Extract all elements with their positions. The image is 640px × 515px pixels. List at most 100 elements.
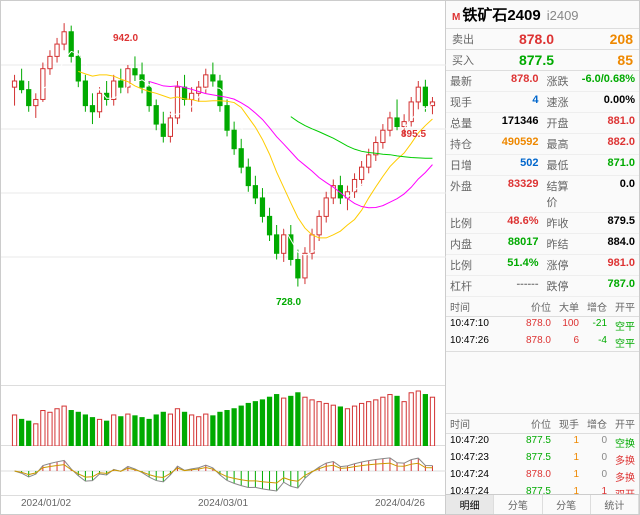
tape-chg: -4: [579, 335, 607, 350]
quote-value: 502: [478, 155, 543, 176]
quote-label: 最新: [446, 71, 478, 92]
instrument-name: 铁矿石2409: [462, 4, 540, 25]
quote-value: 4: [478, 92, 543, 113]
quote-label: 最低: [543, 155, 575, 176]
low-price-label: 728.0: [276, 297, 301, 308]
quote-value: -6.0/0.68%: [575, 71, 640, 92]
tape-qty: 6: [551, 335, 579, 350]
tape-chg: -21: [579, 318, 607, 333]
tape-oc: 多换: [607, 469, 635, 484]
bottom-tabs: 明细分笔分笔统计: [446, 494, 639, 514]
quote-label: 日增: [446, 155, 478, 176]
tape-row[interactable]: 10:47:23 877.5 1 0 多换: [446, 451, 639, 468]
high-price-label: 942.0: [113, 33, 138, 44]
quote-label: 总量: [446, 113, 478, 134]
ask-row[interactable]: 卖出 878.0 208: [446, 29, 639, 50]
tape-row[interactable]: 10:47:10 878.0 100 -21 空平: [446, 317, 639, 334]
quote-value: 884.0: [575, 234, 640, 255]
quote-label: 跌停: [543, 276, 575, 297]
tape-oc: 空平: [607, 318, 635, 333]
tape-time: 10:47:24: [450, 469, 517, 484]
quote-value: 51.4%: [478, 255, 543, 276]
tape-price: 878.0: [517, 335, 551, 350]
tape2-hdr-now: 现手: [551, 416, 579, 431]
quote-value: 0.00%: [575, 92, 640, 113]
quote-value: 787.0: [575, 276, 640, 297]
bid-row[interactable]: 买入 877.5 85: [446, 50, 639, 71]
quote-label: 涨跌: [543, 71, 575, 92]
tape-time: 10:47:26: [450, 335, 517, 350]
bid-price: 877.5: [480, 52, 593, 68]
quote-value: 83329: [478, 176, 543, 213]
tab-3[interactable]: 统计: [591, 495, 639, 514]
main-chart[interactable]: 942.0 728.0 895.5: [1, 1, 445, 386]
tape-hdr-price: 价位: [517, 299, 551, 314]
quote-value: 171346: [478, 113, 543, 134]
volume-chart[interactable]: [1, 386, 445, 446]
quote-grid: 最新 878.0 涨跌 -6.0/0.68%现手 4 速涨 0.00%总量 17…: [446, 71, 639, 297]
axis-date: 2024/03/01: [198, 498, 248, 512]
tape-oc: 空换: [607, 435, 635, 450]
instrument-code: i2409: [547, 8, 579, 23]
tape-price: 877.5: [517, 486, 551, 495]
tape-qty: 1: [551, 469, 579, 484]
quote-value: 88017: [478, 234, 543, 255]
tape-hdr-oc: 开平: [607, 299, 635, 314]
quote-label: 比例: [446, 213, 478, 234]
quote-label: 结算价: [543, 176, 575, 213]
tape2-hdr-chg: 增仓: [579, 416, 607, 431]
date-axis: 2024/01/022024/03/012024/04/26: [1, 496, 445, 514]
quote-value: 871.0: [575, 155, 640, 176]
app-root: 942.0 728.0 895.5 2024/01/022024/03/0120…: [0, 0, 640, 515]
tape-qty: 100: [551, 318, 579, 333]
last-price-label: 895.5: [401, 129, 426, 140]
tape-row[interactable]: 10:47:26 878.0 6 -4 空平: [446, 334, 639, 351]
quote-label: 持仓: [446, 134, 478, 155]
tape-chg: 0: [579, 452, 607, 467]
tape-time: 10:47:10: [450, 318, 517, 333]
tape-qty: 1: [551, 452, 579, 467]
instrument-title: M 铁矿石2409 i2409: [446, 1, 639, 29]
tick-tape[interactable]: 10:47:20 877.5 1 0 空换 10:47:23 877.5 1 0…: [446, 434, 639, 495]
tab-2[interactable]: 分笔: [543, 495, 591, 514]
big-trades-tape[interactable]: 10:47:10 878.0 100 -21 空平 10:47:26 878.0…: [446, 317, 639, 352]
quote-value: 490592: [478, 134, 543, 155]
quote-label: 最高: [543, 134, 575, 155]
tape-row[interactable]: 10:47:20 877.5 1 0 空换: [446, 434, 639, 451]
tape-oc: 多换: [607, 452, 635, 467]
tape-qty: 1: [551, 435, 579, 450]
tape-time: 10:47:24: [450, 486, 517, 495]
quote-label: 杠杆: [446, 276, 478, 297]
quote-value: 879.5: [575, 213, 640, 234]
quote-label: 昨结: [543, 234, 575, 255]
quote-value: 878.0: [478, 71, 543, 92]
bid-qty: 85: [593, 52, 633, 68]
quote-label: 涨停: [543, 255, 575, 276]
tape-hdr-chg: 增仓: [579, 299, 607, 314]
oscillator-chart[interactable]: [1, 446, 445, 496]
quote-label: 比例: [446, 255, 478, 276]
tab-1[interactable]: 分笔: [494, 495, 542, 514]
tape-price: 878.0: [517, 318, 551, 333]
tape-price: 878.0: [517, 469, 551, 484]
quote-panel: M 铁矿石2409 i2409 卖出 878.0 208 买入 877.5 85…: [446, 1, 639, 514]
quote-value: 0.0: [575, 176, 640, 213]
tab-0[interactable]: 明细: [446, 495, 494, 514]
tape2-hdr-oc: 开平: [607, 416, 635, 431]
tape-chg: 1: [579, 486, 607, 495]
tape-oc: 双开: [607, 486, 635, 495]
tape2-hdr-time: 时间: [450, 416, 517, 431]
quote-label: 昨收: [543, 213, 575, 234]
quote-label: 速涨: [543, 92, 575, 113]
tape2-header: 时间 价位 现手 增仓 开平: [446, 414, 639, 434]
tape-hdr-big: 大单: [551, 299, 579, 314]
tape-qty: 1: [551, 486, 579, 495]
tape-header: 时间 价位 大单 增仓 开平: [446, 297, 639, 317]
tape-row[interactable]: 10:47:24 878.0 1 0 多换: [446, 468, 639, 485]
ask-label: 卖出: [452, 31, 480, 47]
spacer: [446, 352, 639, 414]
quote-value: ------: [478, 276, 543, 297]
quote-value: 48.6%: [478, 213, 543, 234]
tape-price: 877.5: [517, 435, 551, 450]
tape-row[interactable]: 10:47:24 877.5 1 1 双开: [446, 485, 639, 495]
